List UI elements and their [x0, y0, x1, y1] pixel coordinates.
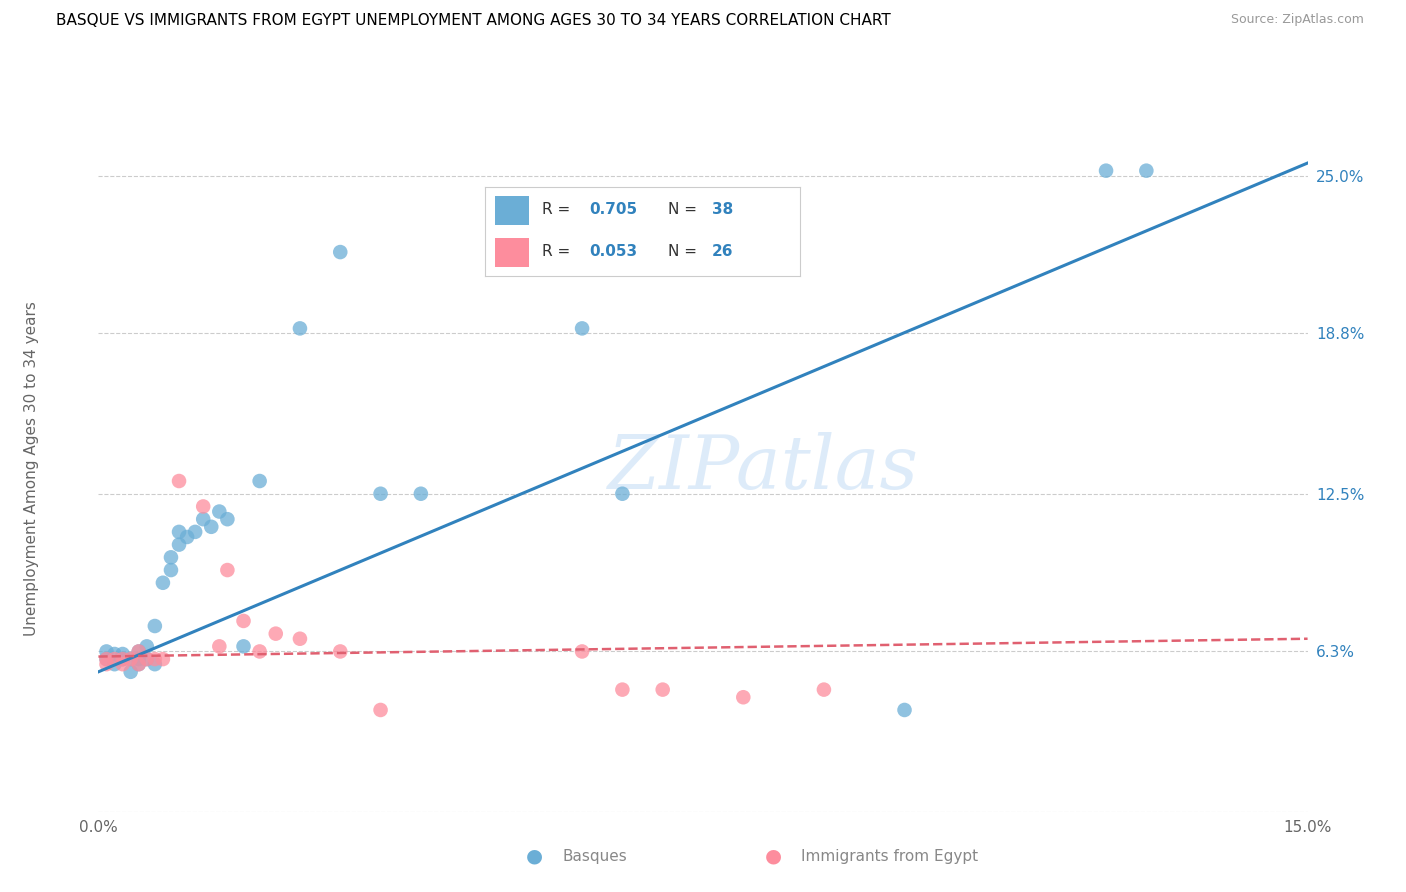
Point: [128, 652, 150, 666]
Point: [111, 657, 134, 672]
Point: [329, 245, 352, 260]
Point: [120, 652, 142, 666]
Point: [128, 657, 150, 672]
Text: 38: 38: [711, 202, 733, 218]
Point: [409, 487, 432, 501]
Point: [176, 530, 198, 544]
Point: [120, 665, 142, 679]
Point: [329, 644, 352, 658]
Text: R =: R =: [541, 202, 575, 218]
Text: N =: N =: [668, 244, 702, 260]
Point: [111, 652, 134, 666]
Point: [217, 563, 239, 577]
Point: [612, 682, 634, 697]
Point: [571, 321, 593, 335]
Point: [96, 657, 118, 672]
Point: [96, 652, 118, 666]
Point: [208, 640, 231, 654]
Point: [111, 652, 134, 666]
Text: Basques: Basques: [562, 849, 627, 863]
Text: ●: ●: [526, 847, 543, 866]
Point: [208, 504, 231, 518]
Text: Immigrants from Egypt: Immigrants from Egypt: [801, 849, 979, 863]
Point: [135, 640, 157, 654]
Point: [232, 614, 254, 628]
Point: [288, 632, 311, 646]
Point: [571, 644, 593, 658]
Text: 26: 26: [711, 244, 733, 260]
Point: [128, 644, 150, 658]
Point: [160, 563, 183, 577]
Point: [96, 652, 118, 666]
Point: [370, 487, 392, 501]
Point: [193, 500, 215, 514]
Point: [96, 644, 118, 658]
Text: R =: R =: [541, 244, 575, 260]
Point: [217, 512, 239, 526]
Bar: [495, 195, 530, 225]
Point: [143, 657, 166, 672]
Point: [813, 682, 835, 697]
Point: [167, 538, 190, 552]
Point: [893, 703, 915, 717]
Point: [135, 652, 157, 666]
Text: BASQUE VS IMMIGRANTS FROM EGYPT UNEMPLOYMENT AMONG AGES 30 TO 34 YEARS CORRELATI: BASQUE VS IMMIGRANTS FROM EGYPT UNEMPLOY…: [56, 13, 891, 29]
Point: [733, 690, 755, 705]
Point: [103, 657, 125, 672]
Point: [128, 657, 150, 672]
Point: [143, 619, 166, 633]
Text: 0.705: 0.705: [589, 202, 637, 218]
Point: [160, 550, 183, 565]
Point: [103, 647, 125, 661]
Point: [232, 640, 254, 654]
Bar: [495, 237, 530, 267]
Point: [370, 703, 392, 717]
Point: [1095, 163, 1118, 178]
Point: [249, 474, 271, 488]
Point: [128, 644, 150, 658]
Point: [651, 682, 673, 697]
Point: [120, 652, 142, 666]
Point: [143, 652, 166, 666]
Point: [167, 474, 190, 488]
Point: [193, 512, 215, 526]
Point: [184, 524, 207, 539]
Point: [152, 652, 174, 666]
Point: [135, 652, 157, 666]
Text: ZIPatlas: ZIPatlas: [607, 432, 920, 505]
Point: [264, 626, 287, 640]
Point: [103, 652, 125, 666]
Point: [200, 520, 222, 534]
Point: [111, 652, 134, 666]
Text: 0.053: 0.053: [589, 244, 637, 260]
Point: [249, 644, 271, 658]
Text: N =: N =: [668, 202, 702, 218]
Point: [111, 647, 134, 661]
Text: ●: ●: [765, 847, 782, 866]
Point: [612, 487, 634, 501]
Text: Source: ZipAtlas.com: Source: ZipAtlas.com: [1230, 13, 1364, 27]
Point: [1135, 163, 1157, 178]
Text: Unemployment Among Ages 30 to 34 years: Unemployment Among Ages 30 to 34 years: [24, 301, 39, 636]
Point: [167, 524, 190, 539]
Point: [152, 575, 174, 590]
Point: [288, 321, 311, 335]
